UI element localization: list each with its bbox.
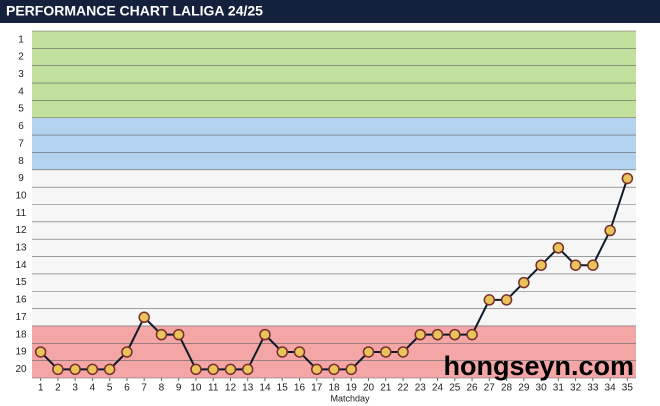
watermark: hongseyn.com xyxy=(443,351,634,381)
y-tick-label: 10 xyxy=(15,190,27,201)
x-tick-label: 8 xyxy=(159,383,165,394)
point xyxy=(172,328,185,341)
x-axis-label: Matchday xyxy=(330,393,370,403)
point xyxy=(587,259,599,271)
point xyxy=(518,276,530,289)
point xyxy=(483,294,496,306)
point xyxy=(34,346,47,358)
y-tick-label: 16 xyxy=(15,295,27,306)
point xyxy=(103,363,116,376)
chart-title: PERFORMANCE CHART LALIGA 24/25 xyxy=(6,3,263,19)
x-tick-label: 30 xyxy=(536,383,548,394)
x-tick-label: 5 xyxy=(107,383,113,394)
x-tick-label: 28 xyxy=(501,383,513,394)
point xyxy=(69,363,81,376)
y-tick-label: 6 xyxy=(18,121,24,132)
y-tick-label: 15 xyxy=(15,277,27,288)
point xyxy=(414,328,427,341)
point xyxy=(604,224,616,237)
y-tick-label: 4 xyxy=(18,86,24,97)
point xyxy=(52,363,64,376)
x-tick-label: 27 xyxy=(484,383,496,394)
y-tick-label: 12 xyxy=(15,225,27,236)
point xyxy=(569,259,582,271)
x-tick-label: 2 xyxy=(55,383,61,394)
y-tick-label: 5 xyxy=(18,104,24,115)
y-tick-label: 9 xyxy=(18,173,24,184)
title-bar xyxy=(0,0,660,23)
x-tick-label: 15 xyxy=(277,383,289,394)
x-tick-label: 20 xyxy=(363,383,375,394)
x-tick-label: 35 xyxy=(622,383,634,394)
x-tick-label: 21 xyxy=(380,383,392,394)
point xyxy=(276,346,288,358)
x-tick-label: 26 xyxy=(466,383,478,394)
x-tick-label: 18 xyxy=(328,383,340,394)
point xyxy=(310,363,323,376)
x-tick-label: 31 xyxy=(553,383,565,394)
x-tick-label: 9 xyxy=(176,383,182,394)
point xyxy=(121,346,133,358)
point xyxy=(345,363,358,376)
y-tick-label: 17 xyxy=(15,312,27,323)
x-tick-label: 24 xyxy=(432,383,444,394)
point xyxy=(466,328,478,341)
x-tick-label: 16 xyxy=(294,383,306,394)
point xyxy=(86,363,99,376)
x-tick-label: 25 xyxy=(449,383,461,394)
x-tick-label: 19 xyxy=(346,383,358,394)
x-tick-label: 13 xyxy=(242,383,254,394)
y-tick-label: 3 xyxy=(18,69,24,80)
y-tick-label: 14 xyxy=(15,260,27,271)
point xyxy=(621,172,634,185)
x-tick-label: 34 xyxy=(605,383,617,394)
point xyxy=(259,328,271,341)
point xyxy=(328,363,340,376)
y-tick-label: 2 xyxy=(18,52,24,63)
x-tick-label: 23 xyxy=(415,383,427,394)
y-tick-label: 7 xyxy=(18,138,24,149)
point xyxy=(207,363,219,376)
y-tick-label: 13 xyxy=(15,243,27,254)
x-tick-label: 14 xyxy=(259,383,271,394)
x-tick-label: 12 xyxy=(225,383,237,394)
y-tick-label: 11 xyxy=(16,208,27,219)
x-tick-label: 29 xyxy=(518,383,530,394)
x-tick-label: 6 xyxy=(124,383,130,394)
x-tick-label: 32 xyxy=(570,383,582,394)
y-tick-label: 8 xyxy=(18,156,24,167)
point xyxy=(397,346,409,358)
x-tick-label: 22 xyxy=(397,383,409,394)
point xyxy=(431,328,444,341)
point xyxy=(241,363,254,376)
x-tick-label: 10 xyxy=(190,383,202,394)
y-tick-label: 20 xyxy=(15,364,27,375)
x-tick-label: 4 xyxy=(90,383,96,394)
point xyxy=(500,294,513,306)
y-tick-label: 18 xyxy=(15,329,27,340)
x-tick-label: 1 xyxy=(38,383,44,394)
point xyxy=(552,242,565,254)
x-tick-label: 33 xyxy=(587,383,599,394)
y-tick-label: 1 xyxy=(18,34,24,45)
point xyxy=(449,328,461,341)
x-tick-label: 11 xyxy=(208,383,219,394)
point xyxy=(380,346,392,358)
x-tick-label: 3 xyxy=(72,383,78,394)
point xyxy=(138,311,150,324)
zone xyxy=(32,117,636,170)
y-tick-label: 19 xyxy=(15,347,27,358)
point xyxy=(155,328,168,341)
point xyxy=(190,363,202,376)
point xyxy=(224,363,237,376)
zone xyxy=(32,31,636,118)
point xyxy=(293,346,306,358)
point xyxy=(362,346,375,358)
x-tick-label: 7 xyxy=(141,383,147,394)
x-tick-label: 17 xyxy=(311,383,323,394)
point xyxy=(535,259,547,271)
